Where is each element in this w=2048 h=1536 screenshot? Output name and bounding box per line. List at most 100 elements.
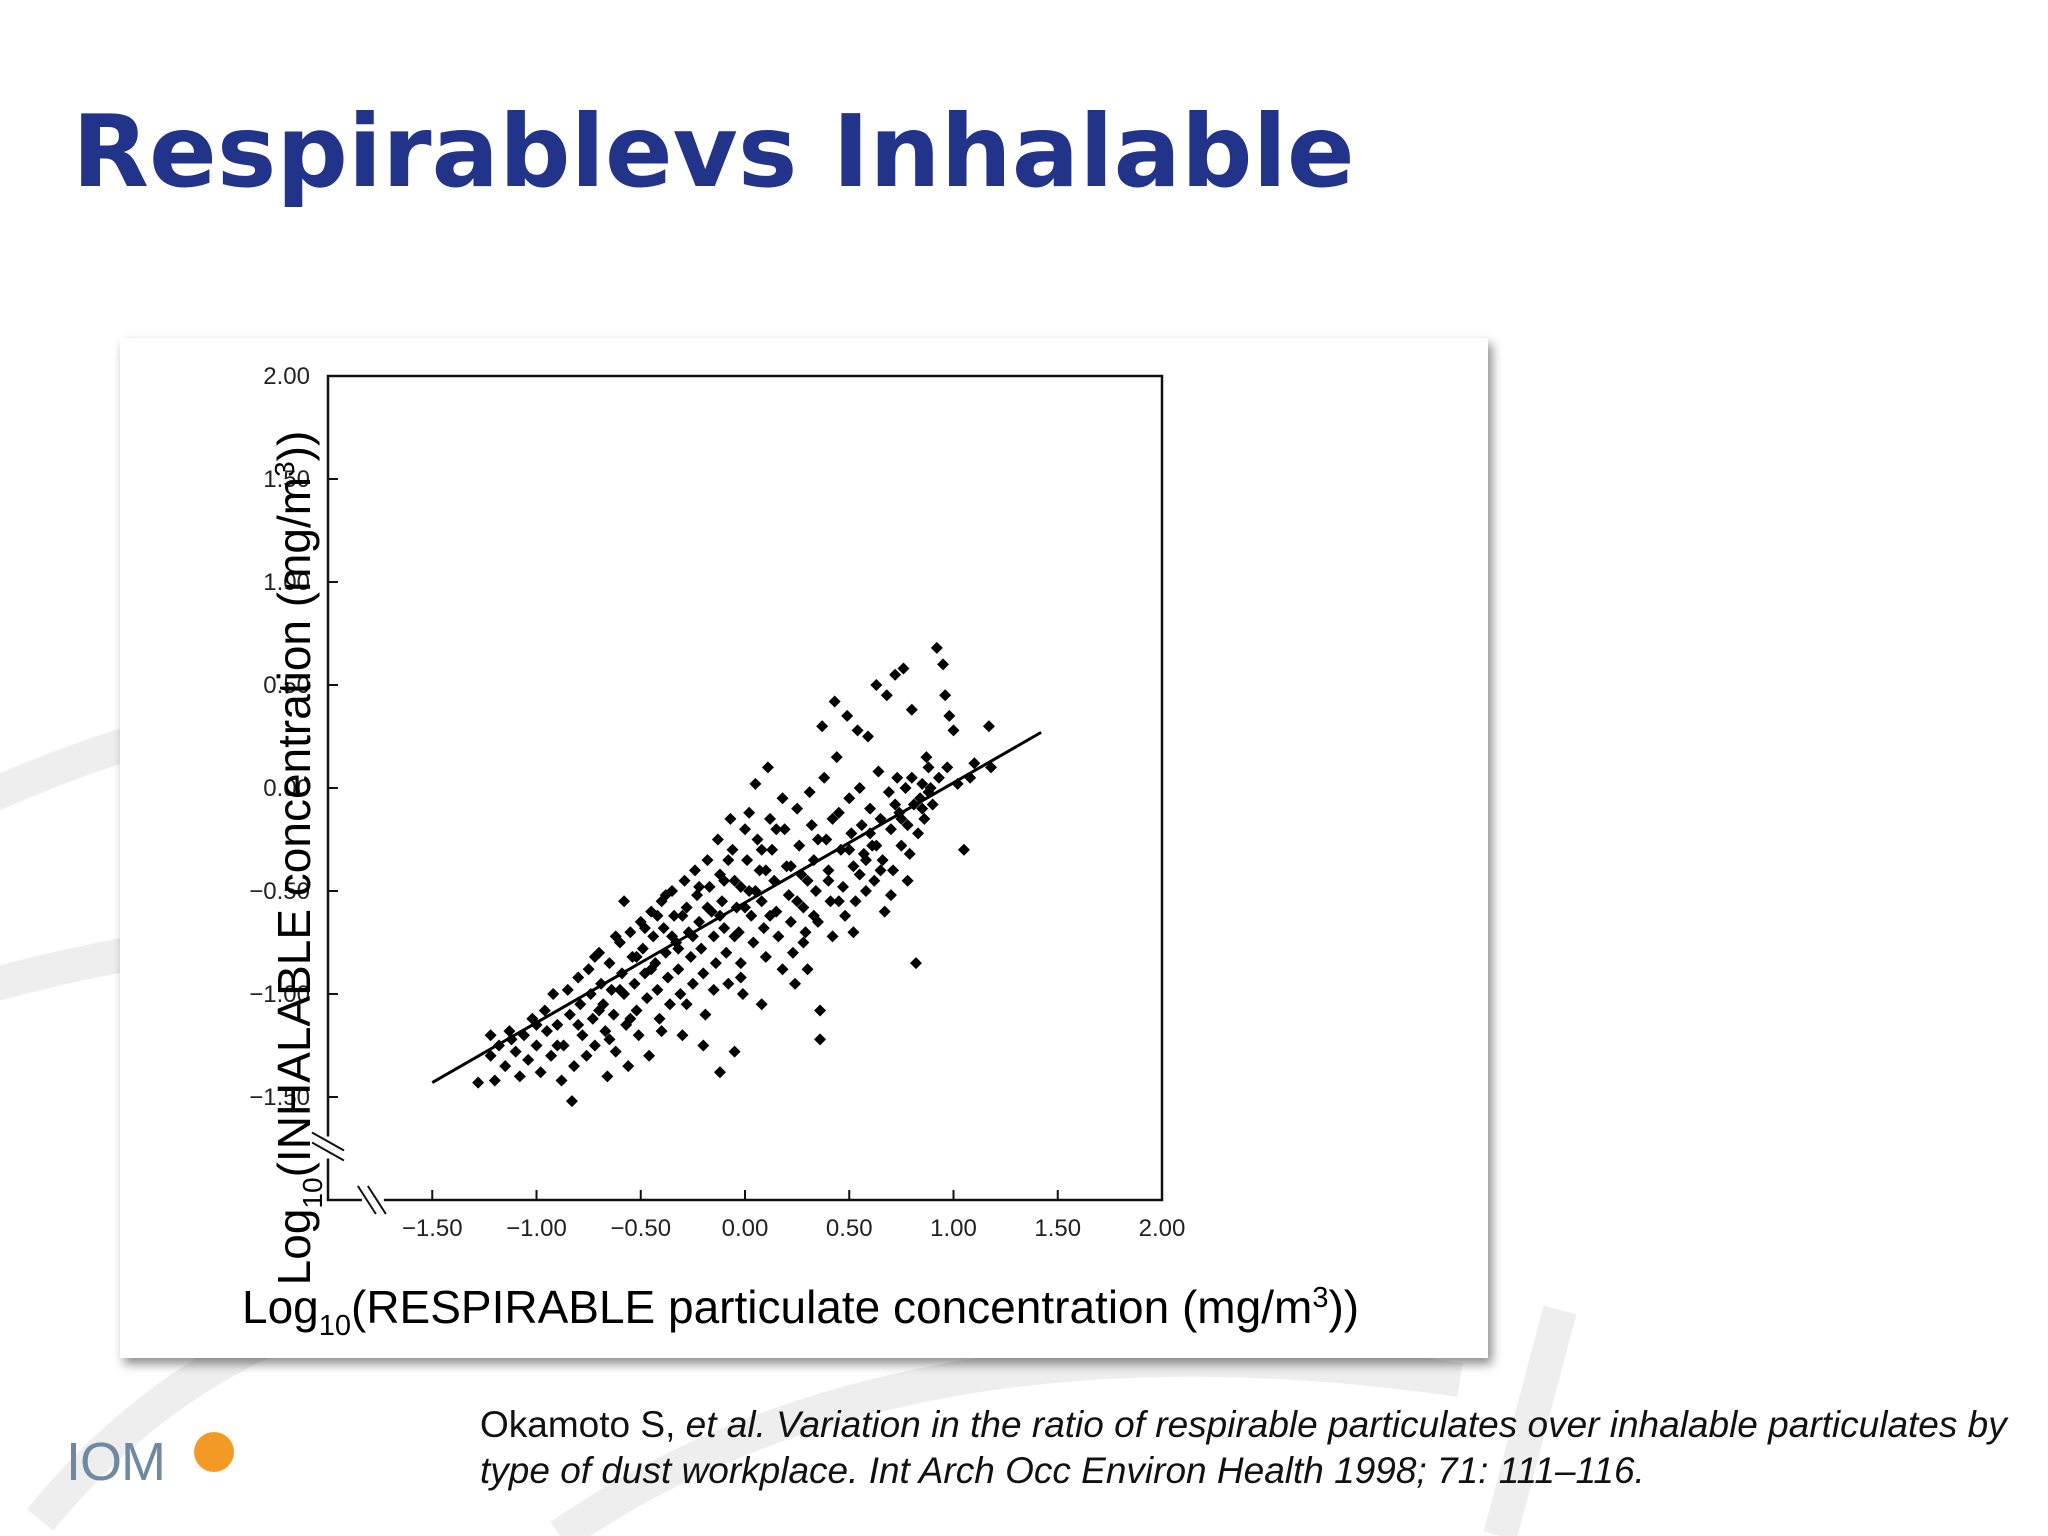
data-point: [503, 1025, 516, 1038]
chart-figure: −1.50 −1.00 −0.50 0.00 0.50 1.00 1.50 2.00 −1.5…: [120, 338, 1488, 1358]
data-point: [603, 957, 616, 970]
data-point: [653, 1012, 666, 1025]
data-point: [826, 812, 839, 825]
iom-logo: IOM: [66, 1432, 246, 1492]
data-point: [538, 1004, 551, 1017]
data-point: [651, 983, 664, 996]
data-point: [874, 812, 887, 825]
plot-frame: [326, 374, 1164, 1202]
data-point: [713, 1066, 726, 1079]
data-point: [641, 992, 654, 1005]
data-point: [588, 950, 601, 963]
data-point: [939, 689, 952, 702]
data-point: [764, 909, 777, 922]
data-point: [859, 854, 872, 867]
y-break-mark: [311, 1131, 345, 1152]
x-tick-label: 0.00: [722, 1215, 769, 1242]
citation-etal: et al.: [685, 1404, 766, 1445]
data-point: [870, 839, 883, 852]
data-point: [630, 1004, 643, 1017]
data-point: [828, 695, 841, 708]
data-point: [822, 864, 835, 877]
y-break-mark: [311, 1141, 345, 1162]
x-tick-label: −1.00: [506, 1215, 567, 1242]
y-tick-label: 1.00: [263, 569, 310, 596]
data-point: [876, 854, 889, 867]
data-point: [789, 977, 802, 990]
data-point: [680, 901, 693, 914]
data-point: [855, 819, 868, 832]
data-point: [755, 998, 768, 1011]
data-point: [734, 971, 747, 984]
data-point: [851, 724, 864, 737]
data-point: [499, 1060, 512, 1073]
data-point: [782, 889, 795, 902]
data-point: [759, 950, 772, 963]
data-point: [547, 988, 560, 1000]
data-point: [862, 730, 875, 743]
data-point: [607, 1008, 620, 1021]
data-point: [728, 874, 741, 887]
data-point: [661, 971, 674, 984]
citation-authors: Okamoto S,: [480, 1404, 686, 1445]
data-point: [757, 922, 770, 935]
data-point: [872, 765, 885, 778]
data-point: [926, 798, 939, 811]
data-point: [853, 868, 866, 881]
y-tick-label: 2.00: [263, 363, 310, 390]
data-point: [551, 1018, 564, 1031]
data-point: [859, 885, 872, 897]
data-point: [897, 662, 910, 675]
data-point: [568, 1060, 581, 1073]
citation: Okamoto S, et al. Variation in the ratio…: [480, 1402, 2020, 1494]
data-point: [668, 909, 681, 922]
data-point: [609, 1045, 622, 1058]
y-tick-label: 1.50: [263, 466, 310, 493]
data-point: [534, 1066, 547, 1079]
data-point: [822, 874, 835, 887]
data-point: [920, 751, 933, 764]
data-point: [522, 1053, 535, 1066]
data-point: [820, 833, 833, 846]
data-point: [697, 967, 710, 980]
data-point: [630, 950, 643, 963]
data-point: [759, 864, 772, 877]
data-point: [909, 957, 922, 970]
data-point: [557, 1039, 570, 1052]
data-point: [761, 761, 774, 774]
data-point: [849, 895, 862, 908]
data-point: [811, 833, 824, 846]
data-point: [903, 847, 916, 860]
data-point: [755, 843, 768, 856]
fit-line: [431, 731, 1042, 1084]
data-point: [809, 885, 822, 897]
data-point: [728, 1045, 741, 1058]
data-point: [749, 777, 762, 790]
data-point: [891, 771, 904, 784]
data-point: [824, 895, 837, 908]
data-point: [776, 963, 789, 976]
data-point: [874, 864, 887, 877]
data-point: [845, 827, 858, 840]
data-point: [540, 1025, 553, 1038]
regression-line: [431, 731, 1042, 1084]
data-point: [620, 1018, 633, 1031]
data-point: [826, 930, 839, 943]
data-point: [943, 709, 956, 722]
data-point: [814, 1033, 827, 1046]
data-point: [695, 942, 708, 955]
data-point: [776, 792, 789, 805]
data-point: [847, 926, 860, 939]
data-point: [576, 1029, 589, 1042]
data-point: [574, 998, 587, 1011]
data-point: [597, 998, 610, 1011]
axis-breaks: [311, 1131, 387, 1215]
data-point: [832, 895, 845, 908]
data-point: [864, 802, 877, 815]
data-point: [847, 860, 860, 873]
data-point: [605, 983, 618, 996]
data-point: [743, 806, 756, 819]
data-point: [778, 823, 791, 836]
citation-text: Variation in the ratio of respirable par…: [480, 1404, 2007, 1491]
data-point: [678, 874, 691, 887]
